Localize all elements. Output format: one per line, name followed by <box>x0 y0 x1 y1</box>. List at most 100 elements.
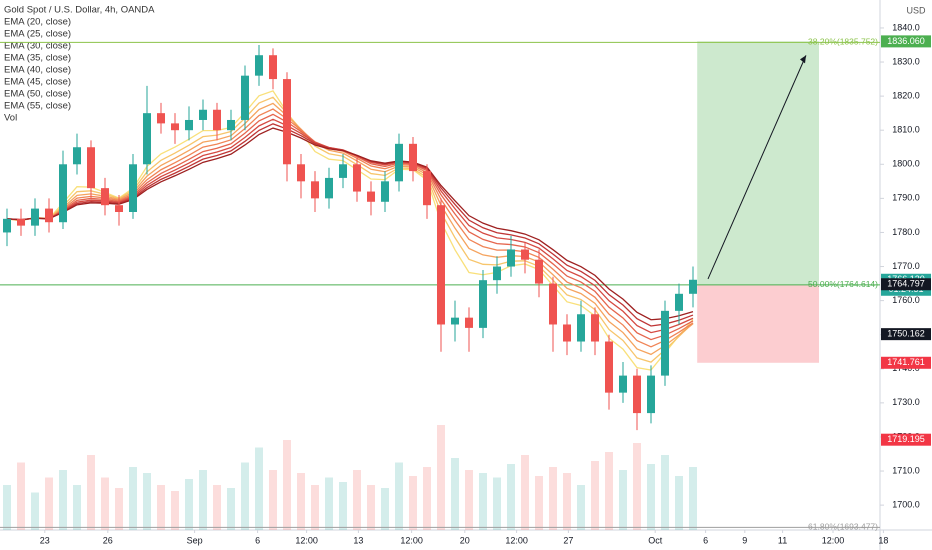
candle-body <box>451 317 459 325</box>
volume-bar <box>423 467 431 530</box>
candle-body <box>227 119 235 131</box>
ema-line <box>6 127 694 321</box>
volume-bar <box>269 470 277 530</box>
legend-entry: EMA (25, close) <box>4 29 71 40</box>
candle-body <box>563 324 571 342</box>
x-tick-label: 9 <box>742 535 747 545</box>
volume-bar <box>59 470 67 530</box>
candle-body <box>339 164 347 178</box>
candle-body <box>619 375 627 393</box>
y-tick-label: 1830.0 <box>892 56 920 66</box>
candle-body <box>367 191 375 202</box>
candle-body <box>297 164 305 182</box>
volume-bar <box>437 425 445 530</box>
legend-entry: EMA (55, close) <box>4 101 71 112</box>
volume-bar <box>577 485 585 530</box>
volume-bar <box>311 485 319 530</box>
x-tick-label: Sep <box>187 535 203 545</box>
volume-bar <box>507 464 515 530</box>
legend-entry: EMA (35, close) <box>4 53 71 64</box>
x-tick-label: 27 <box>563 535 573 545</box>
volume-bar <box>227 488 235 530</box>
arrow-head <box>800 55 806 64</box>
volume-bar <box>521 455 529 530</box>
candle-body <box>577 314 585 342</box>
volume-bar <box>31 492 39 530</box>
volume-bar <box>129 467 137 530</box>
volume-bar <box>73 485 81 530</box>
volume-bar <box>465 470 473 530</box>
legend-entry: EMA (45, close) <box>4 77 71 88</box>
volume-bar <box>199 470 207 530</box>
candle-body <box>3 218 11 233</box>
fib-label: 38.20%(1835.752) <box>808 37 878 47</box>
y-tick-label: 1760.0 <box>892 295 920 305</box>
legend-title: Gold Spot / U.S. Dollar, 4h, OANDA <box>4 5 155 16</box>
volume-bar <box>185 479 193 530</box>
candle-body <box>437 205 445 325</box>
x-tick-label: 13 <box>353 535 363 545</box>
candle-body <box>87 147 95 189</box>
candle-body <box>17 218 25 226</box>
price-tag <box>881 433 931 446</box>
candle-body <box>241 75 249 120</box>
candle-body <box>409 143 417 172</box>
y-tick-label: 1810.0 <box>892 125 920 135</box>
volume-bar <box>409 476 417 530</box>
candle-body <box>535 259 543 284</box>
price-tag <box>881 328 931 341</box>
x-tick-label: 12:00 <box>822 535 845 545</box>
candle-body <box>479 280 487 328</box>
candle-body <box>101 188 109 206</box>
stop-zone <box>697 284 819 363</box>
candle-body <box>45 208 53 223</box>
candle-body <box>213 109 221 131</box>
x-tick-label: 26 <box>103 535 113 545</box>
candle-body <box>129 164 137 212</box>
y-tick-label: 1820.0 <box>892 90 920 100</box>
candle-body <box>633 375 641 414</box>
volume-bar <box>619 470 627 530</box>
x-tick-label: 6 <box>703 535 708 545</box>
candle-body <box>283 79 291 165</box>
y-tick-label: 1730.0 <box>892 397 920 407</box>
legend-entry: EMA (20, close) <box>4 17 71 28</box>
volume-bar <box>213 485 221 530</box>
volume-bar <box>101 477 109 530</box>
y-tick-label: 1790.0 <box>892 193 920 203</box>
y-tick-label: 1770.0 <box>892 261 920 271</box>
volume-bar <box>395 462 403 530</box>
candle-body <box>143 113 151 165</box>
y-tick-label: 1800.0 <box>892 159 920 169</box>
x-tick-label: Oct <box>648 535 663 545</box>
candle-body <box>59 164 67 223</box>
candle-body <box>591 314 599 342</box>
price-tag <box>881 356 931 369</box>
arrow-line <box>707 55 807 280</box>
price-tag <box>881 35 931 48</box>
x-tick-label: 12:00 <box>295 535 318 545</box>
candle-body <box>521 249 529 260</box>
currency: USD <box>906 5 926 15</box>
candle-body <box>381 181 389 202</box>
candle-body <box>423 171 431 206</box>
volume-bar <box>45 477 53 530</box>
y-tick-label: 1840.0 <box>892 22 920 32</box>
x-tick-label: 20 <box>460 535 470 545</box>
x-tick-label: 12:00 <box>400 535 423 545</box>
volume-bar <box>353 470 361 530</box>
candle-body <box>73 147 81 165</box>
x-tick-label: 18 <box>878 535 888 545</box>
candle-body <box>31 208 39 226</box>
volume-bar <box>451 458 459 530</box>
candle-body <box>605 341 613 393</box>
x-tick-label: 6 <box>255 535 260 545</box>
ema-line <box>6 102 694 356</box>
volume-bar <box>689 467 697 530</box>
candle-body <box>353 164 361 192</box>
legend-entry: EMA (30, close) <box>4 41 71 52</box>
volume-bar <box>549 467 557 530</box>
volume-bar <box>143 473 151 530</box>
candle-body <box>647 375 655 414</box>
